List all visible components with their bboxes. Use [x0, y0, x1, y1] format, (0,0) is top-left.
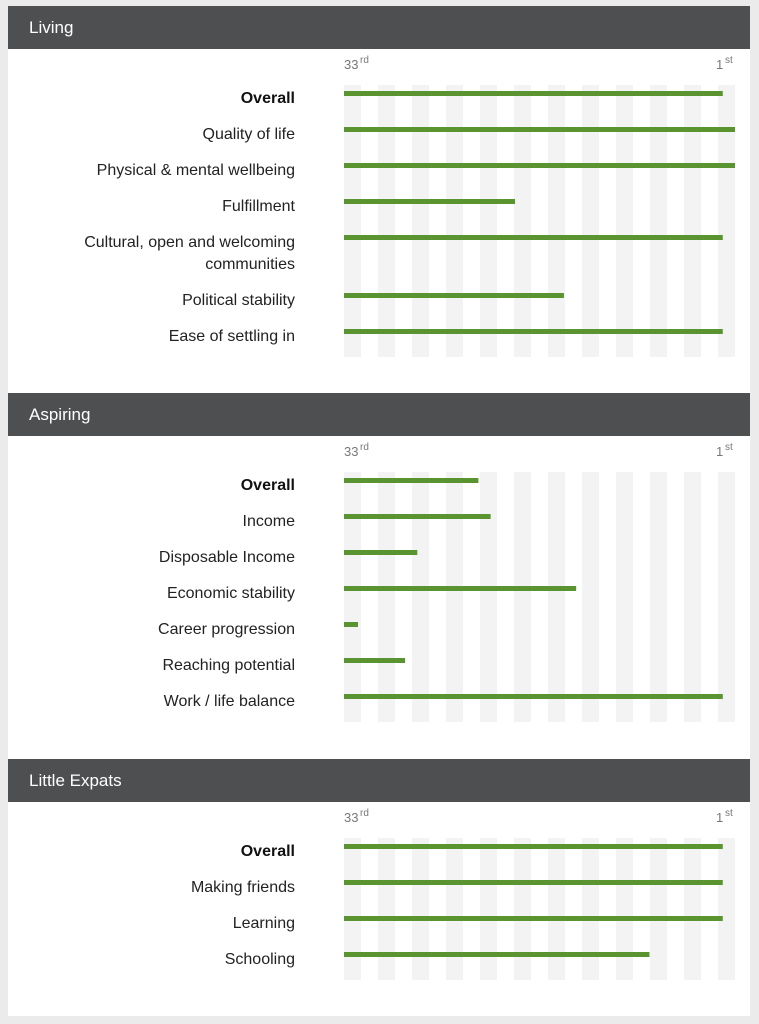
bar [344, 880, 723, 885]
category-label: Overall [241, 477, 295, 494]
rank-axis-right-suffix: st [725, 808, 733, 819]
category-label: Making friends [191, 879, 295, 896]
grid-stripe [684, 85, 701, 357]
category-label: Income [243, 513, 296, 530]
grid-stripe [616, 838, 633, 980]
bar [344, 329, 723, 334]
rank-axis-left-label: 33 [344, 810, 358, 825]
grid-stripe [582, 85, 599, 357]
category-label: Fulfillment [222, 198, 295, 215]
bar [344, 550, 418, 555]
category-label-line: Cultural, open and welcoming [84, 234, 295, 251]
grid-stripe [650, 472, 667, 722]
rank-axis-left-suffix: rd [360, 55, 369, 66]
rank-axis-left-label: 33 [344, 57, 358, 72]
grid-stripe [718, 85, 735, 357]
grid-stripe [548, 838, 565, 980]
grid-stripe [718, 472, 735, 722]
grid-stripe [514, 472, 531, 722]
category-label: Overall [241, 843, 295, 860]
grid-stripe [650, 838, 667, 980]
grid-stripe [616, 472, 633, 722]
bar [344, 163, 735, 168]
bar [344, 127, 735, 132]
category-label: Cultural, open and welcoming communities [84, 234, 295, 273]
grid-stripe [446, 838, 463, 980]
grid-stripe [378, 85, 395, 357]
bar [344, 658, 406, 663]
rank-axis-left-label: 33 [344, 444, 358, 459]
grid-stripe [446, 85, 463, 357]
grid-stripe [480, 85, 497, 357]
grid-stripe [582, 838, 599, 980]
grid-stripe [514, 838, 531, 980]
grid-stripe [344, 85, 361, 357]
section-header: Aspiring [8, 393, 750, 436]
bar [344, 91, 723, 96]
category-label: Disposable Income [159, 549, 295, 566]
grid-stripe [718, 838, 735, 980]
rank-axis-right-suffix: st [725, 55, 733, 66]
category-label: Political stability [182, 292, 295, 309]
grid-stripe [446, 472, 463, 722]
rank-axis-left-suffix: rd [360, 808, 369, 819]
category-label: Ease of settling in [169, 328, 295, 345]
grid-stripe [684, 838, 701, 980]
category-label: Schooling [225, 951, 295, 968]
category-label: Work / life balance [164, 693, 295, 710]
grid-stripe [582, 472, 599, 722]
bar [344, 622, 358, 627]
grid-stripe [684, 472, 701, 722]
grid-stripe [412, 85, 429, 357]
category-label: Reaching potential [162, 657, 295, 674]
category-label: Learning [233, 915, 295, 932]
bar [344, 694, 723, 699]
category-label: Career progression [158, 621, 295, 638]
grid-stripe [548, 472, 565, 722]
category-label: Physical & mental wellbeing [97, 162, 295, 179]
bar [344, 293, 564, 298]
bar [344, 844, 723, 849]
grid-stripe [650, 85, 667, 357]
grid-stripe [412, 472, 429, 722]
grid-stripe [480, 472, 497, 722]
grid-stripe [412, 838, 429, 980]
bar [344, 235, 723, 240]
section-header: Little Expats [8, 759, 750, 802]
grid-stripe [378, 472, 395, 722]
bar [344, 586, 577, 591]
category-label: Economic stability [167, 585, 295, 602]
category-label: Quality of life [203, 126, 296, 143]
grid-stripe [480, 838, 497, 980]
rank-axis-right-label: 1 [716, 444, 723, 459]
grid-stripe [548, 85, 565, 357]
bar [344, 199, 516, 204]
bar [344, 916, 723, 921]
bar [344, 952, 650, 957]
grid-stripe [514, 85, 531, 357]
grid-stripe [344, 838, 361, 980]
rank-axis-right-label: 1 [716, 810, 723, 825]
rank-axis-left-suffix: rd [360, 442, 369, 453]
rank-axis-right-suffix: st [725, 442, 733, 453]
category-label-line: communities [205, 256, 295, 273]
bar [344, 478, 479, 483]
category-label: Overall [241, 90, 295, 107]
section-header: Living [8, 6, 750, 49]
rank-axis-right-label: 1 [716, 57, 723, 72]
grid-stripe [616, 85, 633, 357]
bar [344, 514, 491, 519]
grid-stripe [344, 472, 361, 722]
grid-stripe [378, 838, 395, 980]
